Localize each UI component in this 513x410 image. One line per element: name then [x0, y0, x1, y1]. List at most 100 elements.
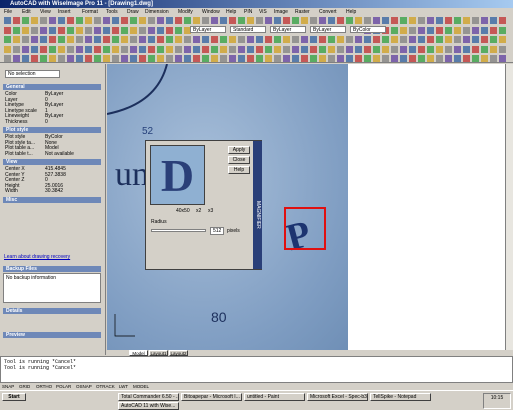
tool-icon[interactable] [166, 17, 173, 24]
tool-icon[interactable] [256, 36, 263, 43]
layout-tab[interactable]: Model [129, 350, 148, 356]
menu-item[interactable]: Help [226, 9, 237, 15]
status-toggle[interactable]: ORTHO [36, 384, 53, 389]
tool-icon[interactable] [85, 26, 92, 34]
tool-icon[interactable] [193, 17, 200, 24]
tool-icon[interactable] [148, 26, 155, 34]
tool-icon[interactable] [490, 17, 497, 24]
tool-icon[interactable] [13, 36, 20, 43]
tool-icon[interactable] [76, 26, 83, 34]
tool-icon[interactable] [157, 45, 164, 53]
tool-icon[interactable] [319, 55, 326, 62]
tool-icon[interactable] [418, 55, 425, 62]
start-button[interactable]: Start [2, 393, 26, 401]
tool-icon[interactable] [13, 17, 20, 24]
tool-icon[interactable] [436, 36, 443, 43]
tool-icon[interactable] [229, 45, 236, 53]
menu-item[interactable]: Image [274, 9, 288, 15]
tool-icon[interactable] [184, 36, 191, 43]
tool-icon[interactable] [490, 26, 497, 34]
tool-icon[interactable] [121, 55, 128, 62]
tool-icon[interactable] [103, 17, 110, 24]
tool-icon[interactable] [427, 36, 434, 43]
tool-icon[interactable] [481, 36, 488, 43]
tool-icon[interactable] [166, 26, 173, 34]
tool-icon[interactable] [319, 45, 326, 53]
tool-icon[interactable] [472, 36, 479, 43]
tool-icon[interactable] [445, 26, 452, 34]
tool-icon[interactable] [346, 45, 353, 53]
tool-icon[interactable] [121, 36, 128, 43]
recovery-link[interactable]: Learn about drawing recovery [4, 254, 71, 260]
tool-icon[interactable] [58, 36, 65, 43]
tool-icon[interactable] [220, 36, 227, 43]
toolbar-combo[interactable]: Standard [230, 26, 266, 33]
tool-icon[interactable] [283, 17, 290, 24]
tool-icon[interactable] [121, 45, 128, 53]
tool-icon[interactable] [211, 55, 218, 62]
tool-icon[interactable] [355, 36, 362, 43]
tool-icon[interactable] [283, 45, 290, 53]
menu-item[interactable]: Help [346, 9, 357, 15]
tool-icon[interactable] [472, 26, 479, 34]
task-button[interactable]: Microsoft Excel - Spec-b3... [307, 393, 368, 401]
tool-icon[interactable] [454, 45, 461, 53]
tool-icon[interactable] [67, 26, 74, 34]
tool-icon[interactable] [58, 55, 65, 62]
tool-icon[interactable] [319, 36, 326, 43]
menu-item[interactable]: Window [202, 9, 220, 15]
tool-icon[interactable] [301, 55, 308, 62]
tool-icon[interactable] [76, 36, 83, 43]
tool-icon[interactable] [184, 45, 191, 53]
tool-icon[interactable] [292, 17, 299, 24]
tool-icon[interactable] [31, 17, 38, 24]
tool-icon[interactable] [499, 17, 506, 24]
tool-icon[interactable] [292, 45, 299, 53]
tool-icon[interactable] [490, 55, 497, 62]
radius-input[interactable]: 512 [210, 227, 224, 235]
menu-item[interactable]: Convert [319, 9, 337, 15]
tool-icon[interactable] [283, 36, 290, 43]
tool-icon[interactable] [373, 36, 380, 43]
tool-icon[interactable] [94, 26, 101, 34]
tool-icon[interactable] [436, 17, 443, 24]
tool-icon[interactable] [130, 36, 137, 43]
tool-icon[interactable] [409, 26, 416, 34]
tool-icon[interactable] [391, 26, 398, 34]
slider[interactable] [151, 229, 206, 232]
layout-tab[interactable]: Layout1 [149, 350, 168, 356]
tool-icon[interactable] [256, 55, 263, 62]
tool-icon[interactable] [148, 17, 155, 24]
tool-icon[interactable] [40, 45, 47, 53]
tool-icon[interactable] [4, 17, 11, 24]
tool-icon[interactable] [391, 17, 398, 24]
task-button[interactable]: TellSpike - Notepad [370, 393, 431, 401]
tool-icon[interactable] [490, 36, 497, 43]
tool-icon[interactable] [364, 55, 371, 62]
status-toggle[interactable]: LWT [119, 384, 129, 389]
tool-icon[interactable] [355, 55, 362, 62]
tool-icon[interactable] [328, 55, 335, 62]
tool-icon[interactable] [436, 26, 443, 34]
tool-icon[interactable] [265, 45, 272, 53]
menu-item[interactable]: Format [82, 9, 98, 15]
tool-icon[interactable] [103, 55, 110, 62]
tool-icon[interactable] [49, 17, 56, 24]
tool-icon[interactable] [238, 55, 245, 62]
tool-icon[interactable] [454, 36, 461, 43]
tool-icon[interactable] [40, 55, 47, 62]
zoom-option[interactable]: x2 [196, 208, 202, 214]
tool-icon[interactable] [202, 45, 209, 53]
menu-item[interactable]: Tools [106, 9, 118, 15]
menu-item[interactable]: Insert [58, 9, 71, 15]
tool-icon[interactable] [175, 26, 182, 34]
status-toggle[interactable]: OTRACK [96, 384, 115, 389]
tool-icon[interactable] [13, 55, 20, 62]
tool-icon[interactable] [166, 55, 173, 62]
tool-icon[interactable] [58, 45, 65, 53]
tool-icon[interactable] [130, 45, 137, 53]
tool-icon[interactable] [49, 55, 56, 62]
tool-icon[interactable] [373, 17, 380, 24]
tool-icon[interactable] [94, 17, 101, 24]
tool-icon[interactable] [112, 55, 119, 62]
